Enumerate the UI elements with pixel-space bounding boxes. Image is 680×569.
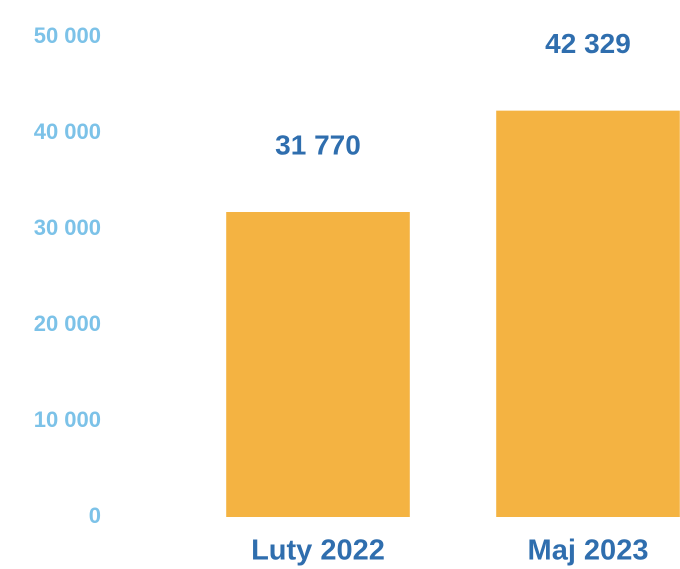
bar — [226, 212, 410, 517]
y-tick-label: 10 000 — [34, 407, 101, 432]
x-tick-label: Luty 2022 — [251, 535, 385, 567]
y-tick-label: 50 000 — [34, 23, 101, 48]
y-tick-label: 0 — [89, 503, 101, 528]
value-label: 31 770 — [275, 129, 361, 160]
bar — [496, 110, 680, 517]
value-label: 42 329 — [545, 28, 631, 59]
y-tick-label: 40 000 — [34, 119, 101, 144]
y-tick-label: 30 000 — [34, 215, 101, 240]
y-tick-label: 20 000 — [34, 311, 101, 336]
x-tick-label: Maj 2023 — [528, 535, 649, 567]
